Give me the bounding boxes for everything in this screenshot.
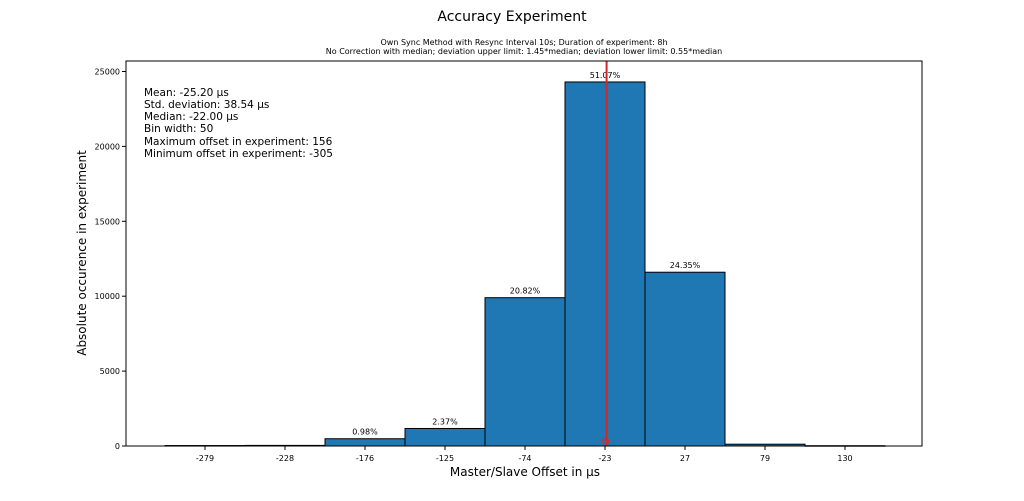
y-tick-label: 10000	[95, 292, 120, 301]
x-tick-label: -125	[436, 454, 454, 463]
stat-std-deviation: Std. deviation: 38.54 µs	[144, 99, 269, 111]
chart-subtitle-line-2: No Correction with median; deviation upp…	[326, 47, 722, 56]
y-axis-ticks: 0 5000 10000 15000 20000 25000	[95, 67, 126, 451]
bar-percent-label: 2.37%	[432, 417, 458, 426]
bar-27	[644, 271, 726, 447]
bar-label-group: 0.98% 2.37% 20.82% 51.07% 24.35%	[352, 71, 700, 437]
stat-max-offset: Maximum offset in experiment: 156	[144, 136, 333, 148]
bar-percent-label: 51.07%	[590, 71, 621, 80]
stat-median: Median: -22.00 µs	[144, 111, 238, 123]
plot-frame	[125, 60, 923, 447]
statistics-box: Mean: -25.20 µs Std. deviation: 38.54 µs…	[144, 87, 333, 160]
x-tick-label: 27	[680, 454, 690, 463]
stat-min-offset: Minimum offset in experiment: -305	[144, 148, 333, 160]
y-tick-label: 20000	[95, 142, 120, 151]
x-axis-label: Master/Slave Offset in µs	[450, 465, 600, 479]
bar--74	[484, 297, 566, 447]
x-tick-label: -176	[356, 454, 374, 463]
stat-mean: Mean: -25.20 µs	[144, 87, 229, 99]
stat-bin-width: Bin width: 50	[144, 123, 213, 135]
chart-subtitle-line-1: Own Sync Method with Resync Interval 10s…	[380, 38, 667, 47]
y-tick-label: 5000	[100, 367, 120, 376]
y-tick-label: 25000	[95, 67, 120, 76]
x-tick-label: -23	[598, 454, 611, 463]
bar--23	[564, 81, 646, 447]
y-tick-label: 15000	[95, 217, 120, 226]
bar--176	[324, 438, 406, 447]
y-tick-label: 0	[115, 442, 120, 451]
x-tick-label: 79	[760, 454, 770, 463]
x-tick-label: -228	[276, 454, 294, 463]
bar-percent-label: 24.35%	[670, 261, 701, 270]
y-axis-label: Absolute occurence in experiment	[75, 150, 89, 356]
chart-title: Accuracy Experiment	[437, 9, 587, 25]
bar--125	[404, 427, 486, 447]
x-axis-ticks: -279 -228 -176 -125 -74 -23 27 79 130	[196, 446, 853, 463]
x-tick-label: 130	[837, 454, 852, 463]
bar-percent-label: 20.82%	[510, 287, 541, 296]
x-tick-label: -74	[518, 454, 531, 463]
x-tick-label: -279	[196, 454, 214, 463]
bar-percent-label: 0.98%	[352, 428, 378, 437]
mean-marker	[602, 437, 610, 445]
